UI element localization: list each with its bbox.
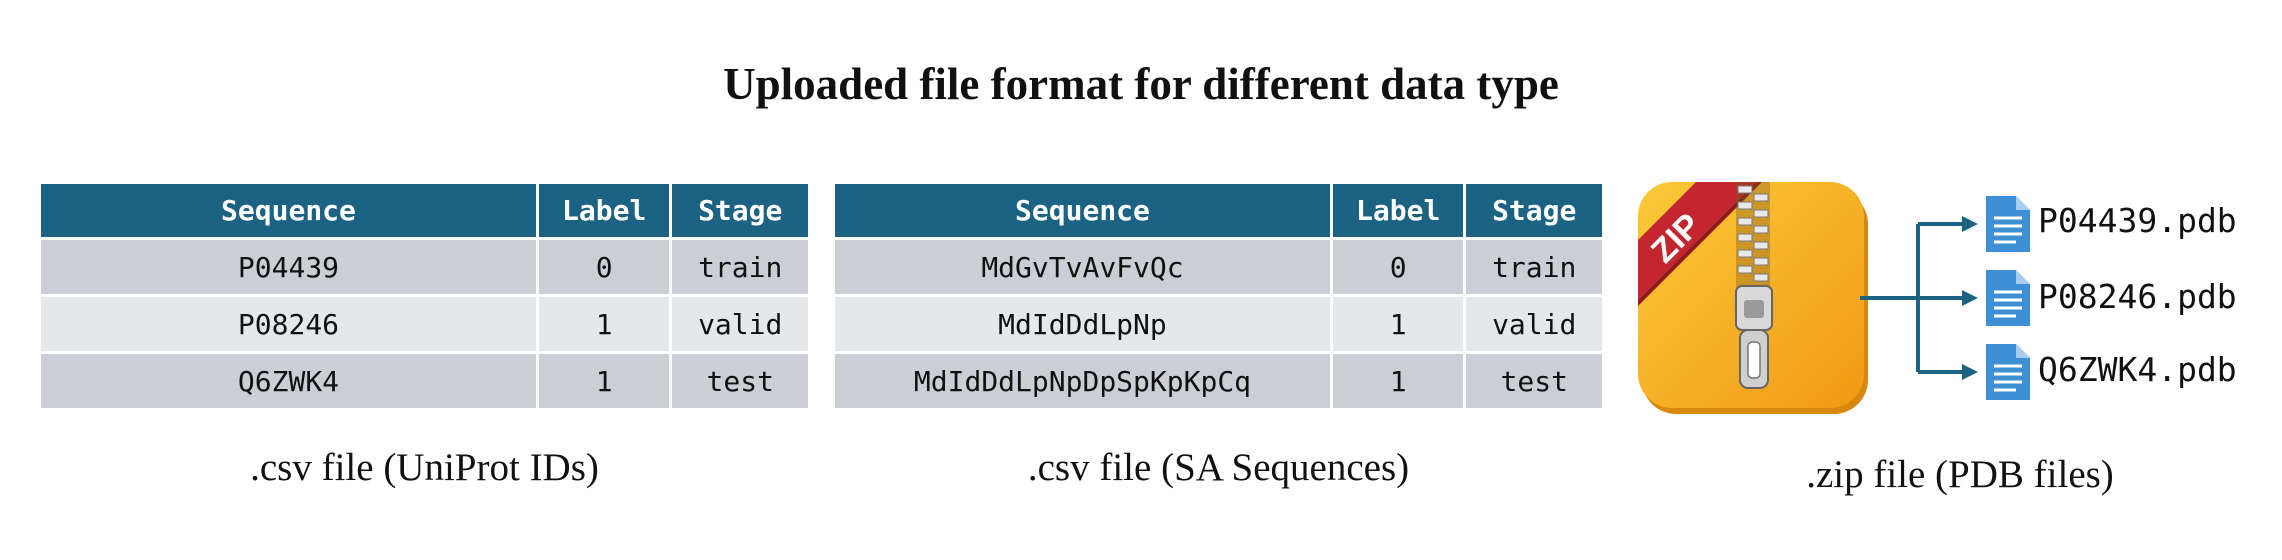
cell-label: 0 [1332,240,1464,294]
table-row: P08246 1 valid [41,297,808,351]
uniprot-id-table: Sequence Label Stage P04439 0 train P082… [38,181,811,411]
cell-label: 0 [538,240,670,294]
cell-sequence: P08246 [41,297,536,351]
cell-sequence: MdIdDdLpNpDpSpKpKpCq [835,354,1330,408]
cell-label: 1 [538,297,670,351]
document-icon [1986,270,2030,326]
cell-sequence: MdGvTvAvFvQc [835,240,1330,294]
cell-sequence: MdIdDdLpNp [835,297,1330,351]
cell-stage: train [1466,240,1602,294]
cell-stage: train [672,240,808,294]
header-sequence: Sequence [41,184,536,237]
cell-label: 1 [1332,354,1464,408]
cell-stage: valid [672,297,808,351]
pdb-file-name: Q6ZWK4.pdb [2038,350,2237,389]
sa-table-caption: .csv file (SA Sequences) [1027,446,1410,489]
cell-stage: test [672,354,808,408]
header-stage: Stage [672,184,808,237]
uniprot-table-caption: .csv file (UniProt IDs) [250,446,599,489]
cell-sequence: P04439 [41,240,536,294]
header-sequence: Sequence [835,184,1330,237]
figure-title: Uploaded file format for different data … [723,59,1559,109]
zip-archive-icon: ZIP [1638,182,1868,414]
document-icon [1986,344,2030,400]
table-row: MdIdDdLpNp 1 valid [835,297,1602,351]
sa-sequence-table: Sequence Label Stage MdGvTvAvFvQc 0 trai… [832,181,1605,411]
cell-stage: test [1466,354,1602,408]
table-row: MdGvTvAvFvQc 0 train [835,240,1602,294]
table-row: MdIdDdLpNpDpSpKpKpCq 1 test [835,354,1602,408]
file-tree-arrows [1860,216,1978,380]
cell-stage: valid [1466,297,1602,351]
header-label: Label [538,184,670,237]
pdb-file-name: P08246.pdb [2038,277,2237,316]
document-icon [1986,196,2030,252]
table-row: P04439 0 train [41,240,808,294]
table-row: Q6ZWK4 1 test [41,354,808,408]
cell-sequence: Q6ZWK4 [41,354,536,408]
zip-caption: .zip file (PDB files) [1806,453,2114,496]
table-header-row: Sequence Label Stage [41,184,808,237]
cell-label: 1 [538,354,670,408]
header-stage: Stage [1466,184,1602,237]
cell-label: 1 [1332,297,1464,351]
header-label: Label [1332,184,1464,237]
table-header-row: Sequence Label Stage [835,184,1602,237]
pdb-file-name: P04439.pdb [2038,201,2237,240]
